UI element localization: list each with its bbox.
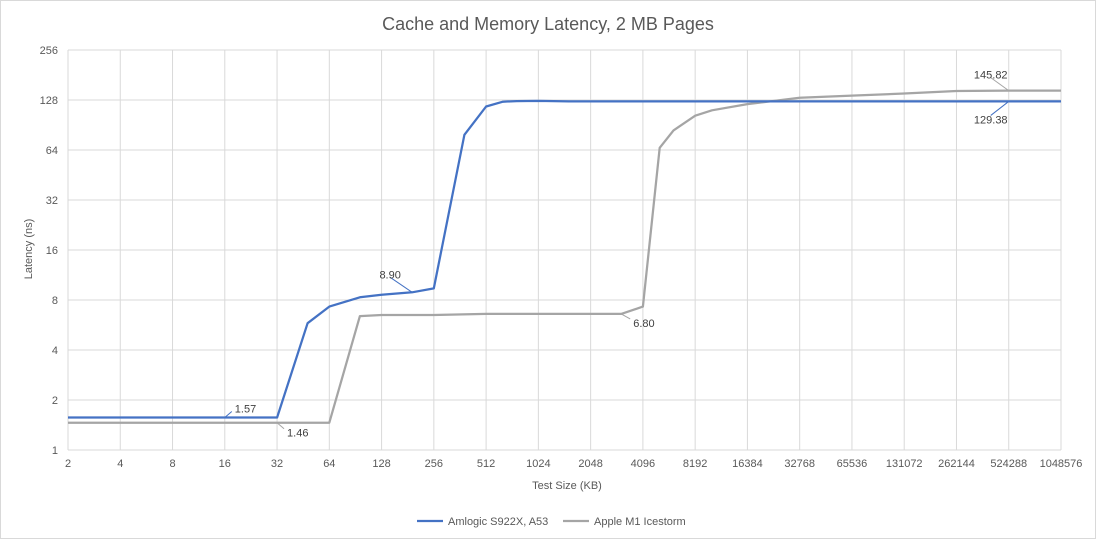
data-label: 6.80 [633,318,654,330]
x-tick-label: 1048576 [1040,458,1083,470]
x-tick-label: 64 [323,458,335,470]
y-tick-label: 1 [52,445,58,457]
data-label: 129.38 [974,114,1008,126]
grid [67,49,1062,451]
y-tick-label: 8 [52,295,58,307]
x-tick-label: 4 [117,458,123,470]
chart-title: Cache and Memory Latency, 2 MB Pages [382,14,714,34]
x-tick-label: 131072 [886,458,923,470]
series-lines [68,89,1061,424]
data-label-leader [276,422,285,430]
y-tick-label: 16 [46,245,58,257]
x-tick-label: 8192 [683,458,707,470]
data-label: 1.46 [287,428,308,440]
x-tick-label: 65536 [837,458,868,470]
x-tick-label: 2 [65,458,71,470]
y-tick-label: 32 [46,195,58,207]
x-tick-label: 32 [271,458,283,470]
x-tick-label: 262144 [938,458,975,470]
y-tick-labels: 1 2 4 8 16 32 64 128 256 [40,45,58,457]
data-label: 145.82 [974,70,1008,82]
x-tick-label: 1024 [526,458,550,470]
x-tick-label: 4096 [631,458,655,470]
x-tick-label: 2048 [578,458,602,470]
x-tick-label: 32768 [784,458,815,470]
series-line-0 [68,99,1061,419]
y-tick-label: 2 [52,395,58,407]
y-tick-label: 128 [40,95,58,107]
legend: Amlogic S922X, A53 Apple M1 Icestorm [417,516,686,528]
x-tick-labels: 2 4 8 16 32 64 128 256 512 1024 2048 4096 8192 16384 3… [65,458,1082,470]
data-labels: 1.57 1.46 8.90 6.80 145.82 129.38 [224,70,1010,440]
x-tick-label: 16 [219,458,231,470]
x-axis-label: Test Size (KB) [532,480,602,492]
y-tick-label: 4 [52,345,58,357]
x-tick-label: 128 [372,458,390,470]
y-tick-label: 64 [46,145,58,157]
legend-label-0: Amlogic S922X, A53 [448,516,548,528]
x-tick-label: 512 [477,458,495,470]
data-label-leader [990,101,1010,116]
data-label: 1.57 [235,403,256,415]
data-label-leader [389,276,413,293]
x-tick-label: 256 [425,458,443,470]
legend-label-1: Apple M1 Icestorm [594,516,686,528]
x-tick-label: 8 [169,458,175,470]
data-label: 8.90 [379,269,400,281]
data-label-leader [990,77,1010,92]
data-label-leader [620,313,631,320]
data-label-leader [224,411,233,418]
x-tick-label: 16384 [732,458,763,470]
x-tick-label: 524288 [990,458,1027,470]
series-line-1 [68,89,1061,424]
y-tick-label: 256 [40,45,58,57]
y-axis-label: Latency (ns) [23,219,35,280]
